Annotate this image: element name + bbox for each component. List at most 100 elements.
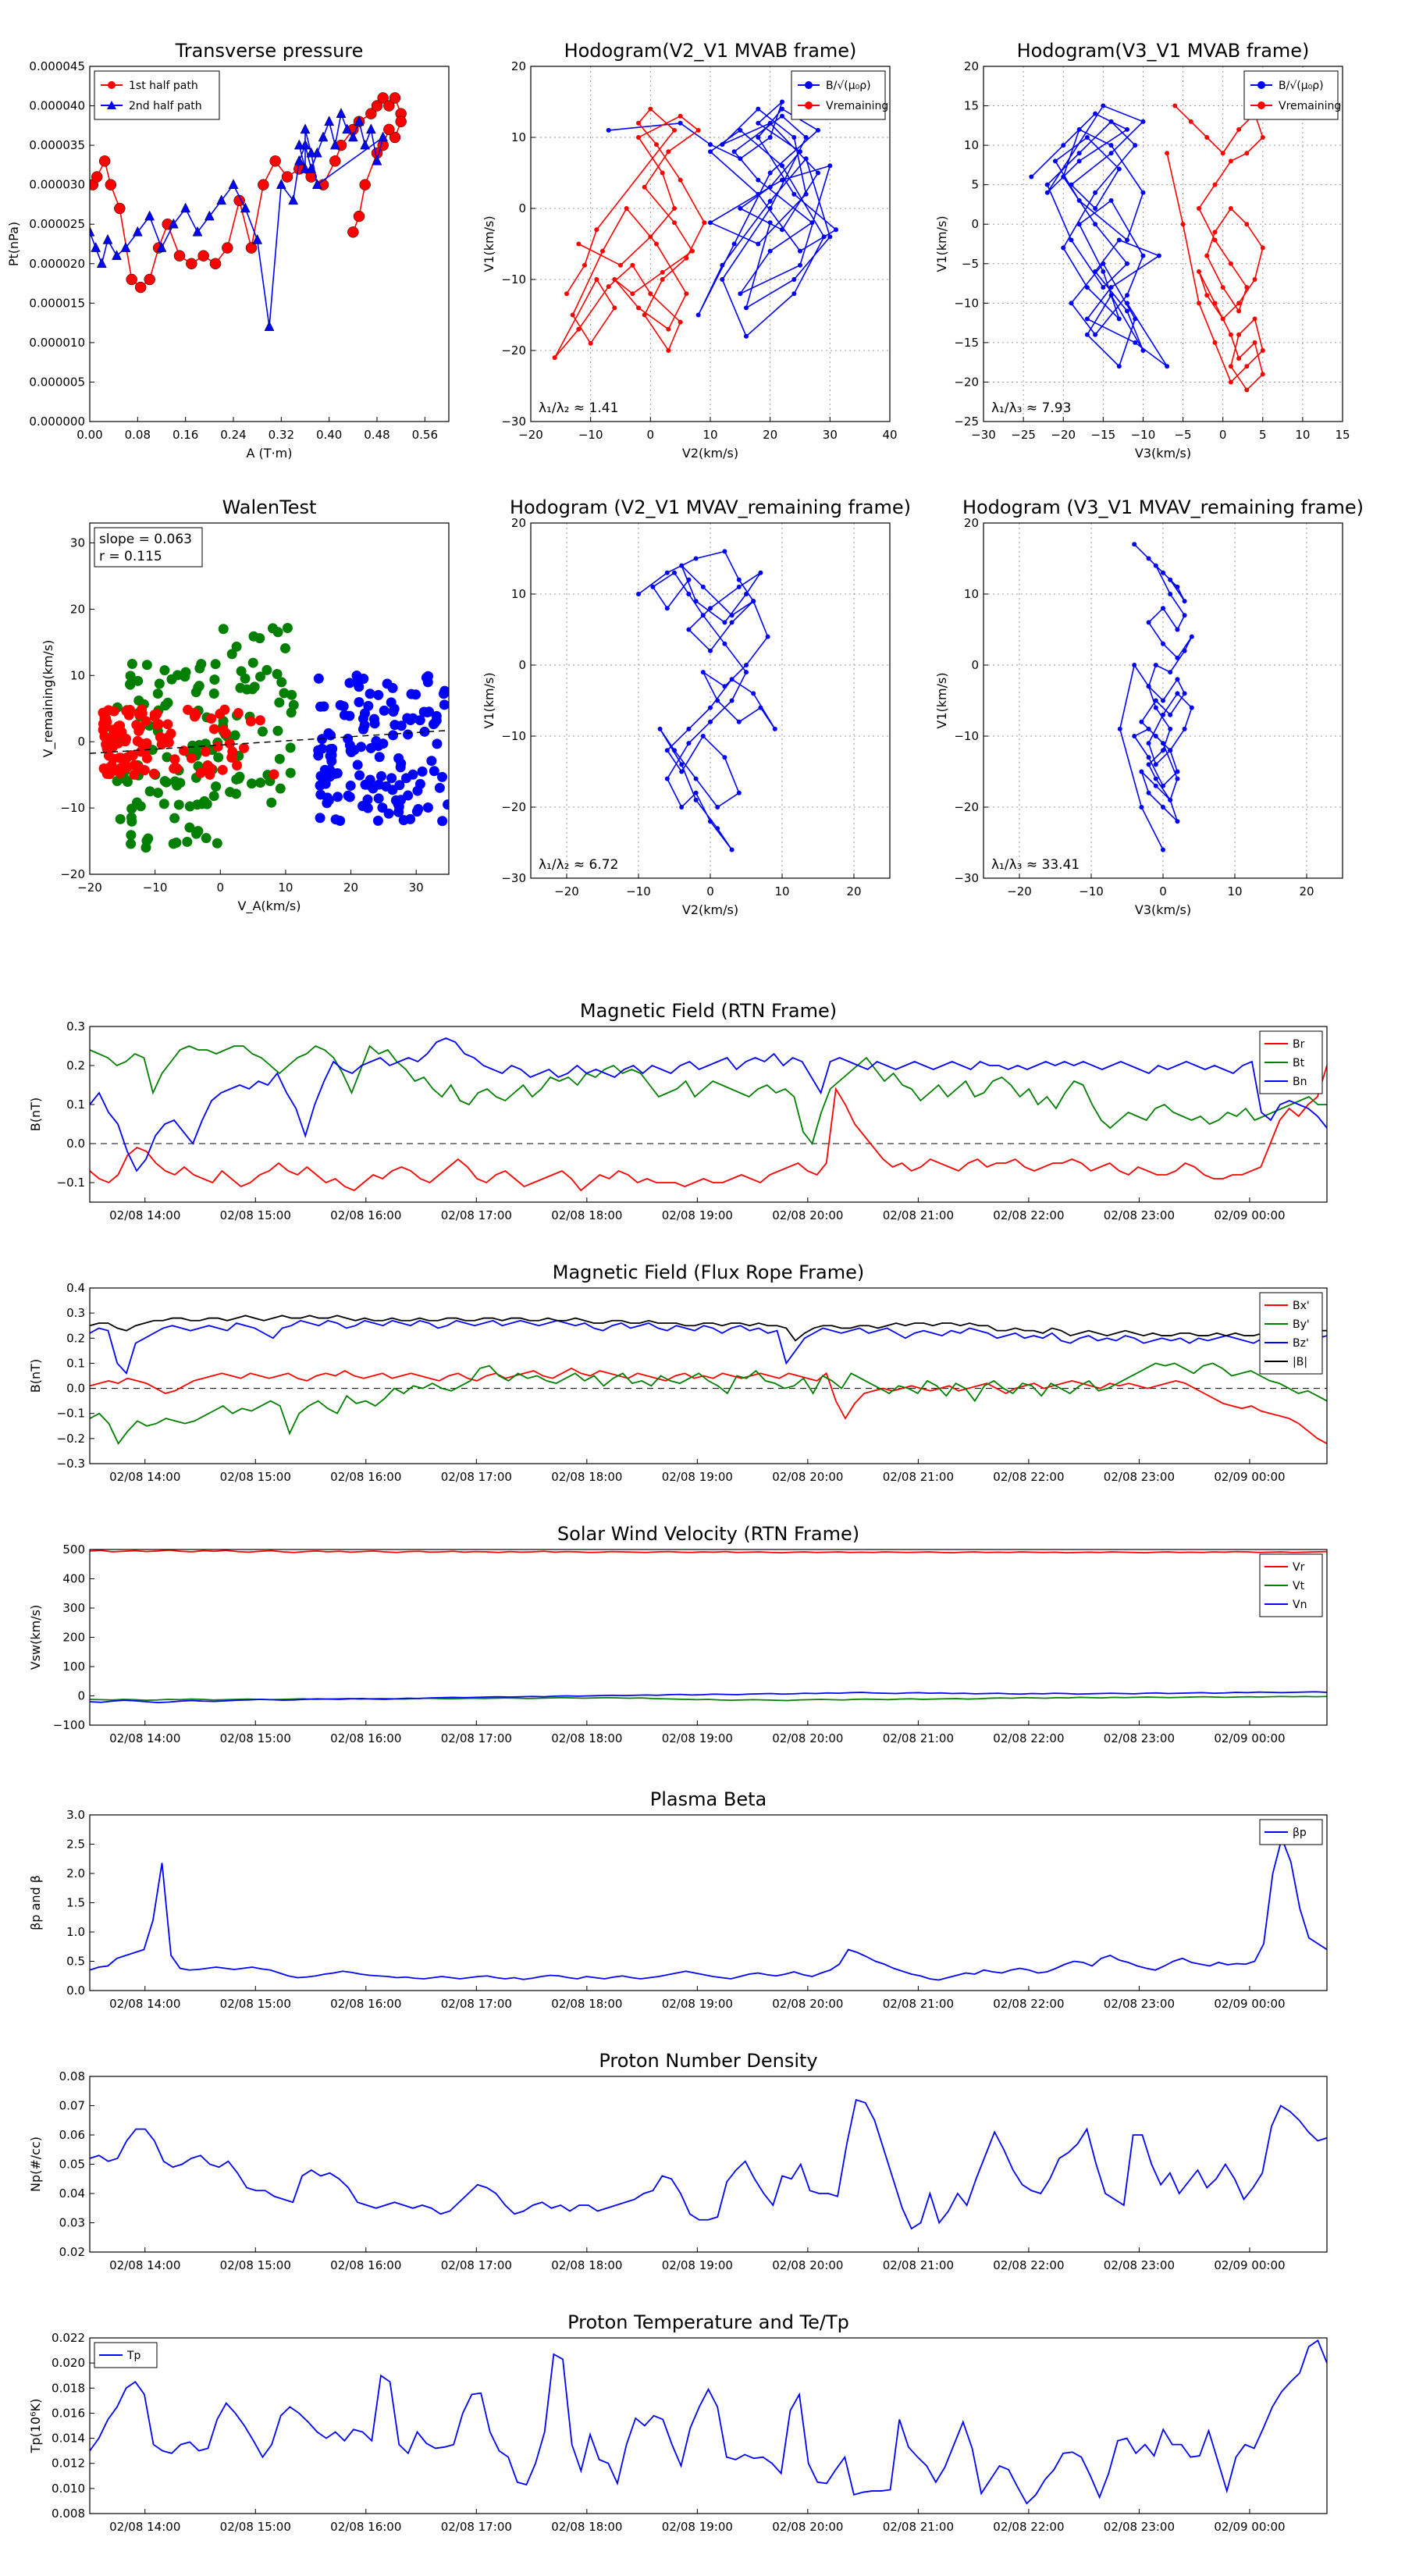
data-point <box>664 776 670 781</box>
data-point <box>1153 734 1158 738</box>
chart-tp: 0.00 0.08 0.16 0.24 0.32 0.40 0.48 0.56 0.000000… <box>6 40 450 461</box>
walen-point <box>126 803 137 814</box>
data-point <box>156 241 167 252</box>
x-tick-label: 02/08 19:00 <box>662 1470 733 1484</box>
walen-point <box>282 623 293 634</box>
data-point <box>729 677 735 682</box>
walen-point <box>169 813 180 824</box>
data-point <box>1204 135 1210 140</box>
x-tick-label: 02/08 14:00 <box>109 1208 180 1222</box>
data-point <box>353 210 365 222</box>
data-point <box>708 142 713 148</box>
x-tick-label: −10 <box>578 428 603 442</box>
data-point <box>744 592 749 596</box>
plot-frame <box>89 2076 1328 2253</box>
x-tick-label: 30 <box>823 428 838 442</box>
walen-point <box>162 752 173 763</box>
data-point <box>1175 819 1180 824</box>
walen-point <box>345 781 356 792</box>
walen-point <box>125 705 136 716</box>
data-point <box>1108 119 1114 124</box>
plot-area <box>90 2339 1327 2505</box>
data-point <box>1146 790 1151 795</box>
walen-point <box>149 710 160 720</box>
walen-point <box>115 720 126 731</box>
data-point <box>767 120 773 126</box>
x-tick-label: 0.40 <box>316 428 342 442</box>
y-tick-label: 10 <box>511 587 526 601</box>
data-point <box>600 248 605 254</box>
walen-point <box>372 815 383 826</box>
data-point <box>1153 698 1158 703</box>
y-tick-label: 2.0 <box>66 1866 85 1880</box>
walen-point <box>354 681 365 692</box>
data-point <box>791 291 797 297</box>
walen-point <box>330 814 341 825</box>
data-point <box>216 194 227 205</box>
y-axis-label: βp and β <box>28 1875 43 1930</box>
walen-point <box>115 813 126 824</box>
data-point <box>636 135 641 140</box>
x-tick-label: 02/08 18:00 <box>551 1997 622 2011</box>
data-point <box>1212 182 1218 187</box>
data-point <box>720 277 725 282</box>
data-point <box>576 241 582 247</box>
x-tick-label: 02/08 15:00 <box>220 1208 291 1222</box>
data-point <box>1125 126 1129 132</box>
data-point <box>722 641 727 646</box>
data-point <box>679 762 685 767</box>
walen-point <box>162 719 173 730</box>
data-point <box>1132 542 1137 547</box>
x-tick-label: 02/08 19:00 <box>662 1997 733 2011</box>
x-tick-label: −20 <box>1007 884 1032 898</box>
data-point <box>731 241 737 247</box>
x-tick-label: 02/08 17:00 <box>441 2258 512 2272</box>
legend-marker <box>805 81 813 89</box>
data-point <box>276 179 286 189</box>
data-point <box>1153 563 1158 568</box>
x-tick-label: 02/08 16:00 <box>330 1470 401 1484</box>
y-tick-label: 5 <box>971 178 979 192</box>
data-point <box>1168 726 1173 731</box>
walen-point <box>191 827 202 838</box>
x-tick-label: 02/08 23:00 <box>1104 1208 1175 1222</box>
data-point <box>736 719 742 724</box>
data-point <box>1189 634 1194 639</box>
data-point <box>383 100 395 112</box>
walen-point <box>147 745 158 756</box>
data-point <box>1212 229 1218 235</box>
x-tick-label: −10 <box>1079 884 1104 898</box>
walen-point <box>245 716 256 727</box>
legend-marker <box>108 81 116 89</box>
x-tick-label: −10 <box>626 884 651 898</box>
walen-point <box>365 688 375 699</box>
y-tick-label: 0.000015 <box>29 296 85 310</box>
data-point <box>695 312 701 318</box>
fit-line <box>90 729 449 754</box>
legend-box <box>1243 70 1339 120</box>
data-point <box>1116 316 1122 322</box>
y-axis-label: V_remaining(km/s) <box>41 640 56 758</box>
legend-marker <box>107 101 116 109</box>
data-point <box>1125 308 1129 314</box>
data-point <box>192 226 203 237</box>
data-point <box>684 291 689 297</box>
data-point <box>222 242 233 254</box>
walen-point <box>234 771 245 782</box>
walen-point <box>443 799 449 810</box>
data-point <box>360 139 371 150</box>
walen-point <box>151 719 162 730</box>
walen-point <box>171 837 182 848</box>
walen-point <box>218 624 229 635</box>
data-point <box>300 162 311 173</box>
walen-point <box>325 744 336 755</box>
legend-label: Vn <box>1293 1599 1307 1611</box>
data-point <box>1252 277 1257 282</box>
x-tick-label: 0 <box>1219 428 1227 442</box>
plot-area <box>90 1550 1327 1704</box>
chart-title: Magnetic Field (Flux Rope Frame) <box>553 1261 864 1283</box>
walen-point <box>351 671 362 681</box>
y-axis-label: V1(km/s) <box>934 215 949 272</box>
